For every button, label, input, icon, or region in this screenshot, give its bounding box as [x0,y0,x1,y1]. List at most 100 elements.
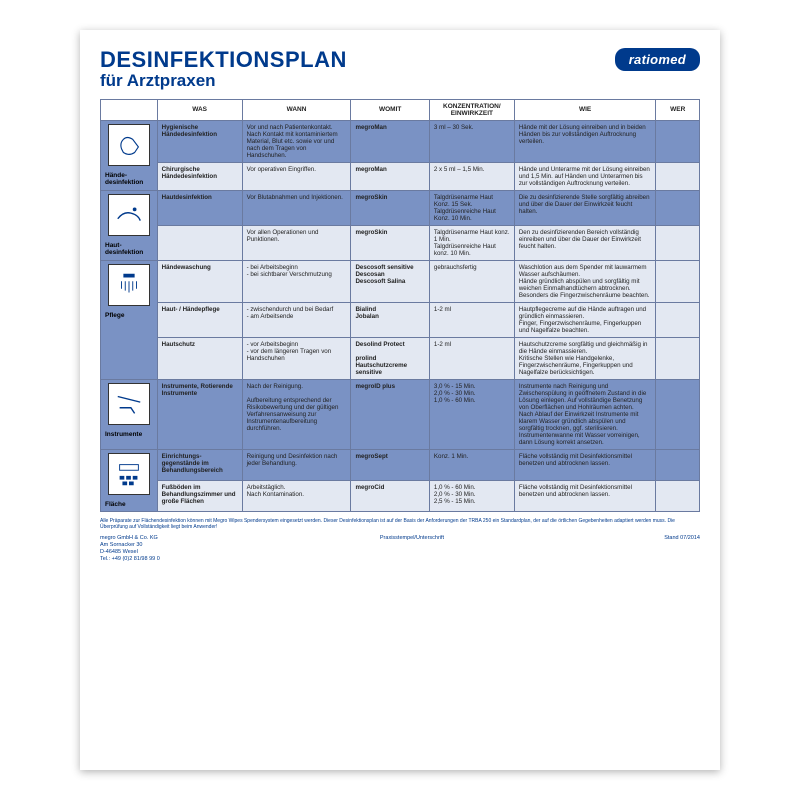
was-cell: Einrichtungs-gegenstände im Behandlungsb… [157,449,242,480]
wie-cell: Hände und Unterarme mit der Lösung einre… [514,162,656,190]
page-subtitle: für Arztpraxen [100,72,347,91]
konz-cell: 2 x 5 ml – 1,5 Min. [429,162,514,190]
skin-icon [108,194,150,236]
wer-cell [656,225,700,260]
wie-cell: Die zu desinfizierende Stelle sorgfältig… [514,190,656,225]
table-row: PflegeHändewaschung- bei Arbeitsbeginn- … [101,260,700,302]
womit-cell: BialindJobalan [351,302,429,337]
tools-icon [108,383,150,425]
col-wie: WIE [514,99,656,120]
footer-stamp: Praxisstempel/Unterschrift [380,535,444,564]
header: DESINFEKTIONSPLAN für Arztpraxen ratiome… [100,48,700,91]
category-label: Instrumente [105,431,153,438]
konz-cell: 1,0 % - 60 Min.2,0 % - 30 Min.2,5 % - 15… [429,480,514,511]
footer-address: megro GmbH & Co. KG Am Sornacker 30 D-46… [100,535,160,564]
womit-cell: megroMan [351,162,429,190]
wann-cell: Vor Blutabnahmen und Injektionen. [242,190,351,225]
wer-cell [656,162,700,190]
wann-cell: Vor und nach Patientenkontakt. Nach Kont… [242,120,351,162]
wann-cell: Nach der Reinigung.Aufbereitung entsprec… [242,379,351,449]
womit-cell: Desolind Protectprolind Hautschutzcreme … [351,337,429,379]
wer-cell [656,190,700,225]
hands-icon [108,124,150,166]
table-row: Hände-desinfektionHygienische Händedesin… [101,120,700,162]
wer-cell [656,260,700,302]
womit-cell: Descosoft sensitiveDescosanDescosoft Sal… [351,260,429,302]
womit-cell: megroSept [351,449,429,480]
wie-cell: Hautpflegecreme auf die Hände auftragen … [514,302,656,337]
category-label: Fläche [105,501,153,508]
wie-cell: Den zu desinfizierenden Bereich vollstän… [514,225,656,260]
category-cell: Haut-desinfektion [101,190,158,260]
category-cell: Instrumente [101,379,158,449]
womit-cell: megroSkin [351,190,429,225]
was-cell: Hygienische Händedesinfektion [157,120,242,162]
wer-cell [656,379,700,449]
category-cell: Hände-desinfektion [101,120,158,190]
table-row: Chirurgische HändedesinfektionVor operat… [101,162,700,190]
wann-cell: - bei Arbeitsbeginn- bei sichtbarer Vers… [242,260,351,302]
wie-cell: Hände mit der Lösung einreiben und in be… [514,120,656,162]
wann-cell: - zwischendurch und bei Bedarf- am Arbei… [242,302,351,337]
wie-cell: Instrumente nach Reinigung und Zwischens… [514,379,656,449]
category-label: Haut-desinfektion [105,242,153,256]
was-cell: Haut- / Händepflege [157,302,242,337]
col-blank [101,99,158,120]
was-cell: Hautdesinfektion [157,190,242,225]
konz-cell: gebrauchsfertig [429,260,514,302]
disinfection-plan-sheet: DESINFEKTIONSPLAN für Arztpraxen ratiome… [80,30,720,770]
category-cell: Fläche [101,449,158,511]
was-cell: Fußböden im Behandlungszimmer und große … [157,480,242,511]
konz-cell: 1-2 ml [429,337,514,379]
womit-cell: megroMan [351,120,429,162]
page-title: DESINFEKTIONSPLAN [100,48,347,72]
was-cell: Hautschutz [157,337,242,379]
category-cell: Pflege [101,260,158,379]
was-cell: Instrumente, Rotierende Instrumente [157,379,242,449]
wer-cell [656,337,700,379]
table-row: Fußböden im Behandlungszimmer und große … [101,480,700,511]
konz-cell: 3,0 % - 15 Min.2,0 % - 30 Min.1,0 % - 60… [429,379,514,449]
wann-cell: Vor allen Operationen und Punktionen. [242,225,351,260]
was-cell [157,225,242,260]
was-cell: Chirurgische Händedesinfektion [157,162,242,190]
col-womit: WOMIT [351,99,429,120]
footer: Alle Präparate zur Flächendesinfektion k… [100,518,700,564]
womit-cell: megroCid [351,480,429,511]
wie-cell: Fläche vollständig mit Desinfektionsmitt… [514,449,656,480]
table-row: Hautschutz- vor Arbeitsbeginn- vor dem l… [101,337,700,379]
table-row: Vor allen Operationen und Punktionen.meg… [101,225,700,260]
plan-table: WAS WANN WOMIT KONZENTRATION/ EINWIRKZEI… [100,99,700,512]
table-row: FlächeEinrichtungs-gegenstände im Behand… [101,449,700,480]
was-cell: Händewaschung [157,260,242,302]
category-label: Hände-desinfektion [105,172,153,186]
category-label: Pflege [105,312,153,319]
wann-cell: - vor Arbeitsbeginn- vor dem längeren Tr… [242,337,351,379]
col-wann: WANN [242,99,351,120]
wie-cell: Hautschutzcreme sorgfältig und gleichmäß… [514,337,656,379]
wie-cell: Fläche vollständig mit Desinfektionsmitt… [514,480,656,511]
col-was: WAS [157,99,242,120]
wann-cell: Vor operativen Eingriffen. [242,162,351,190]
wann-cell: Reinigung und Desinfektion nach jeder Be… [242,449,351,480]
floor-icon [108,453,150,495]
konz-cell: 1-2 ml [429,302,514,337]
womit-cell: megroID plus [351,379,429,449]
table-row: Haut- / Händepflege- zwischendurch und b… [101,302,700,337]
col-wer: WER [656,99,700,120]
footer-date: Stand 07/2014 [664,535,700,564]
table-row: Instrumente Instrumente, Rotierende Instr… [101,379,700,449]
konz-cell: Konz. 1 Min. [429,449,514,480]
konz-cell: Talgdrüsenarme Haut Konz. 15 Sek.Talgdrü… [429,190,514,225]
wer-cell [656,449,700,480]
wer-cell [656,120,700,162]
wash-icon [108,264,150,306]
table-header-row: WAS WANN WOMIT KONZENTRATION/ EINWIRKZEI… [101,99,700,120]
col-konz: KONZENTRATION/ EINWIRKZEIT [429,99,514,120]
wer-cell [656,480,700,511]
title-block: DESINFEKTIONSPLAN für Arztpraxen [100,48,347,91]
womit-cell: megroSkin [351,225,429,260]
table-row: Haut-desinfektionHautdesinfektionVor Blu… [101,190,700,225]
wie-cell: Waschlotion aus dem Spender mit lauwarme… [514,260,656,302]
footer-disclaimer: Alle Präparate zur Flächendesinfektion k… [100,518,700,531]
